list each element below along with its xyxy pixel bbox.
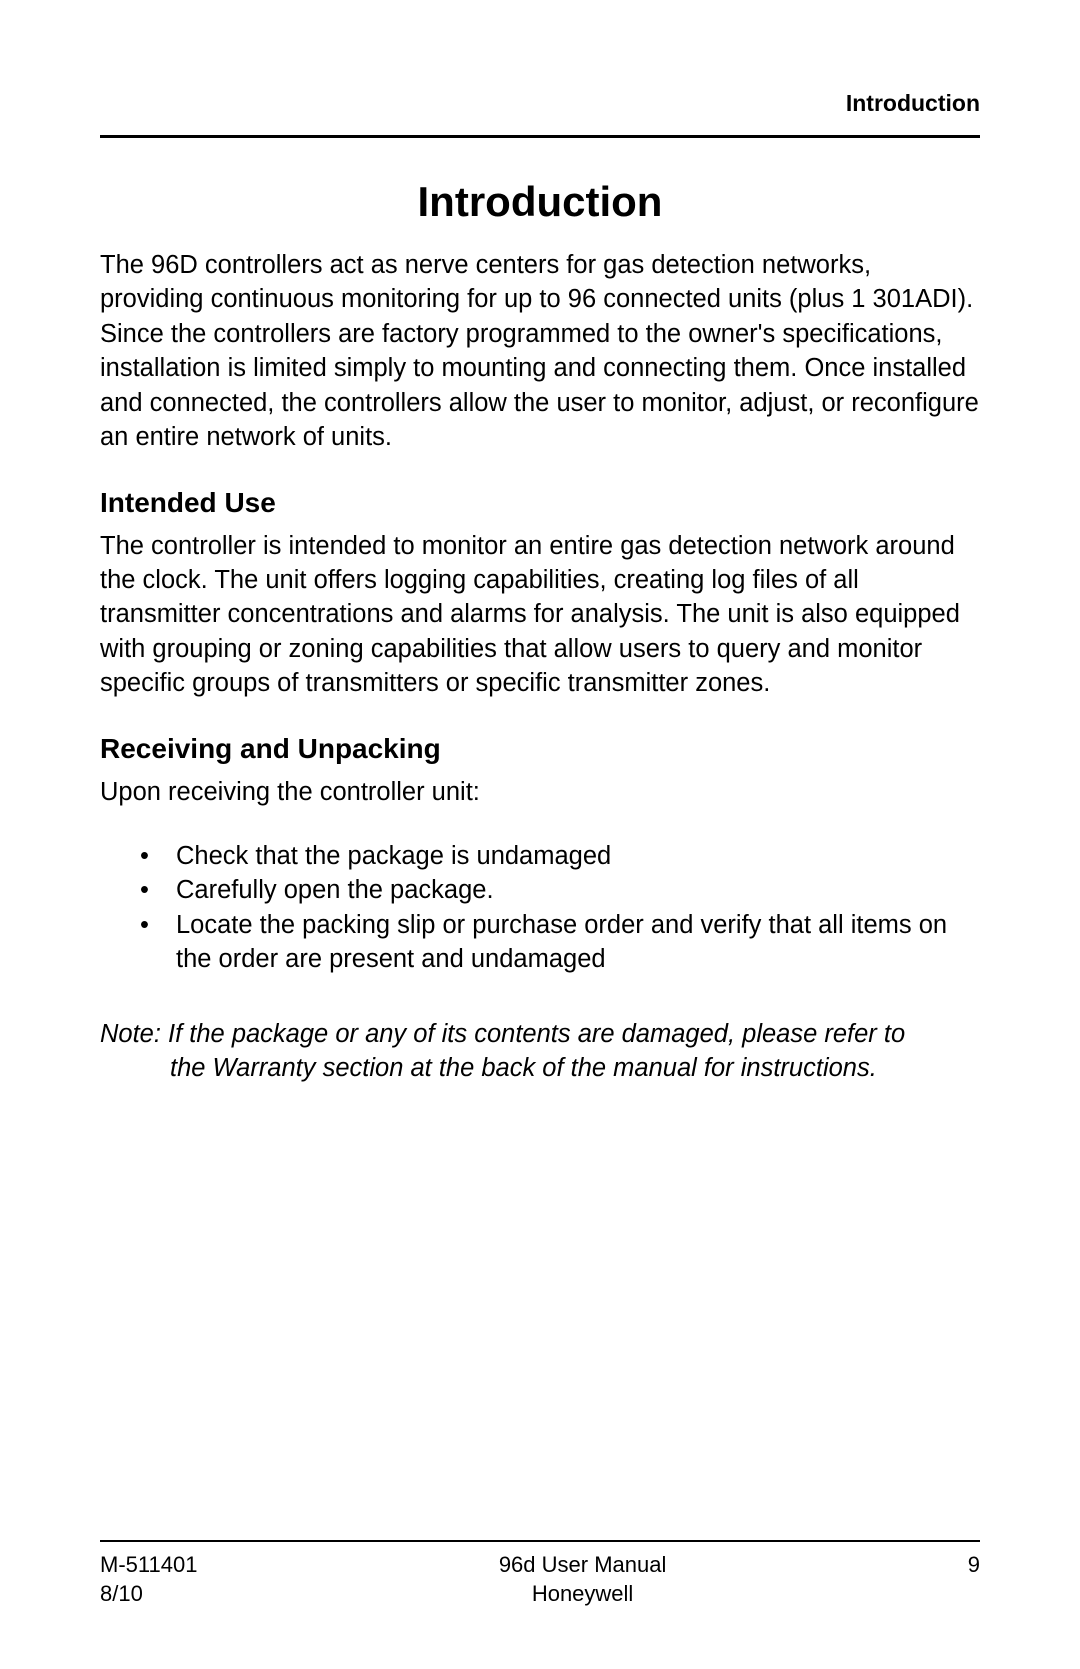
- vertical-spacer: [100, 1086, 980, 1540]
- intended-use-heading: Intended Use: [100, 487, 980, 519]
- receiving-unpacking-heading: Receiving and Unpacking: [100, 733, 980, 765]
- receiving-unpacking-intro: Upon receiving the controller unit:: [100, 775, 980, 809]
- footer-page-number: 9: [968, 1550, 980, 1580]
- footer-right: 9: [968, 1550, 980, 1609]
- footer-left: M-511401 8/10: [100, 1550, 197, 1609]
- footer-doc-number: M-511401: [100, 1550, 197, 1580]
- header-rule: [100, 135, 980, 138]
- intended-use-body: The controller is intended to monitor an…: [100, 529, 980, 701]
- footer-rule: [100, 1540, 980, 1542]
- list-item: Check that the package is undamaged: [140, 839, 980, 873]
- list-item: Locate the packing slip or purchase orde…: [140, 908, 980, 977]
- page-footer: M-511401 8/10 96d User Manual Honeywell …: [100, 1550, 980, 1609]
- footer-company: Honeywell: [499, 1579, 667, 1609]
- list-item: Carefully open the package.: [140, 873, 980, 907]
- intro-paragraph: The 96D controllers act as nerve centers…: [100, 248, 980, 455]
- damage-note: Note: If the package or any of its conte…: [100, 1017, 980, 1086]
- note-line-2: the Warranty section at the back of the …: [100, 1051, 980, 1085]
- footer-date: 8/10: [100, 1579, 197, 1609]
- page-title: Introduction: [100, 178, 980, 226]
- footer-center: 96d User Manual Honeywell: [499, 1550, 667, 1609]
- receiving-unpacking-list: Check that the package is undamaged Care…: [140, 839, 980, 977]
- note-line-1: Note: If the package or any of its conte…: [100, 1017, 980, 1051]
- header-section-label: Introduction: [100, 90, 980, 117]
- footer-manual-title: 96d User Manual: [499, 1550, 667, 1580]
- page-container: Introduction Introduction The 96D contro…: [0, 0, 1080, 1669]
